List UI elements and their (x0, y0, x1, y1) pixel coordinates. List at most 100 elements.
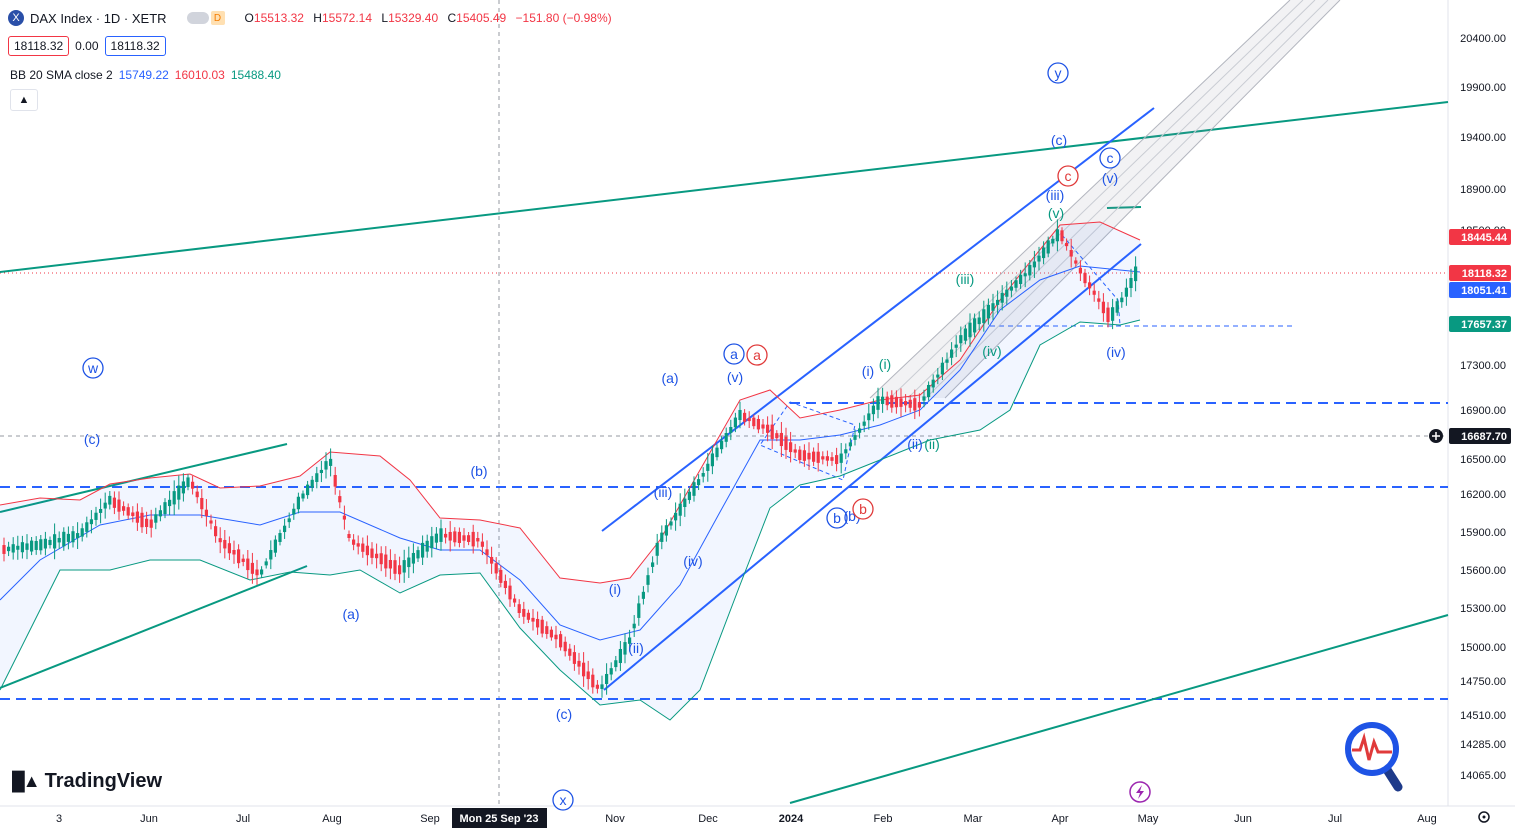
settings-gear-icon[interactable] (1478, 811, 1490, 823)
candle-body (825, 456, 829, 461)
sell-button[interactable]: 18118.32 (8, 36, 70, 56)
ohlc-open: 15513.32 (253, 11, 304, 25)
candle-body (733, 417, 737, 428)
candle-body (430, 536, 434, 549)
candle-body (867, 413, 871, 421)
candle-body (692, 482, 696, 496)
candle-body (871, 405, 875, 415)
candle-body (973, 318, 977, 333)
candle-body (931, 379, 935, 388)
candle-body (398, 565, 402, 575)
green-short-segment[interactable] (1106, 206, 1142, 209)
candle-body (99, 508, 103, 513)
crosshair-plus-icon[interactable] (1429, 429, 1443, 443)
indicator-legend[interactable]: BB 20 SMA close 2 15749.22 16010.03 1548… (10, 68, 281, 82)
candle-body (283, 525, 287, 533)
candle-body (80, 528, 84, 537)
candle-body (963, 328, 967, 341)
event-lightning-icon[interactable] (1129, 781, 1151, 803)
candle-body (416, 550, 420, 559)
candle-body (1129, 278, 1133, 288)
green-trendline-lower[interactable] (789, 614, 1449, 804)
green-channel-bottom-left[interactable] (0, 565, 308, 689)
crosshair-date-label: Mon 25 Sep '23 (459, 813, 538, 825)
tradingview-logo: █▲ TradingView (12, 770, 162, 793)
candle-body (1074, 260, 1078, 264)
candle-body (991, 303, 995, 311)
wave-label: c (1065, 168, 1072, 184)
session-toggle[interactable]: D (186, 11, 225, 25)
ohlc-high-key: H (313, 11, 322, 25)
wave-label: (iv) (982, 343, 1001, 359)
trade-buttons: 18118.32 0.00 18118.32 (8, 36, 166, 56)
toggle-switch-icon[interactable] (186, 12, 209, 24)
candle-body (986, 304, 990, 319)
symbol-flag-icon[interactable]: X (8, 10, 24, 26)
candle-body (204, 509, 208, 516)
candle-body (1134, 266, 1138, 282)
candle-body (637, 603, 641, 618)
forecast-channel[interactable] (869, 0, 1341, 399)
candle-body (1046, 240, 1050, 254)
candle-body (862, 421, 866, 426)
candle-body (1069, 250, 1073, 257)
buy-button[interactable]: 18118.32 (104, 36, 166, 56)
candle-body (839, 453, 843, 463)
blue-channel-lower[interactable] (603, 243, 1142, 691)
wave-label-circle (746, 344, 768, 366)
candle-body (365, 545, 369, 556)
candle-body (1083, 272, 1087, 284)
wave-label: (iv) (683, 553, 702, 569)
candle-body (1120, 297, 1124, 303)
price-label-box (1449, 282, 1511, 298)
green-trendline-upper[interactable] (0, 101, 1449, 273)
wave-label: (iii) (956, 271, 975, 287)
candle-body (20, 542, 24, 553)
candle-body (701, 472, 705, 477)
candle-body (71, 531, 75, 543)
candle-body (614, 660, 618, 668)
candle-body (1000, 292, 1004, 303)
price-label-text: 18051.41 (1461, 285, 1507, 297)
candle-body (250, 562, 254, 574)
candle-body (462, 535, 466, 541)
time-tick-label: Apr (1051, 813, 1068, 825)
wave-label-circle (852, 498, 874, 520)
symbol-title[interactable]: DAX Index · 1D · XETR (30, 10, 167, 26)
candle-body (76, 533, 80, 539)
candle-body (356, 543, 360, 547)
candle-body (108, 495, 112, 505)
candle-body (278, 533, 282, 542)
wave-label: (c) (84, 431, 100, 447)
collapse-legend-button[interactable]: ▲ (10, 89, 38, 111)
time-axis[interactable]: 3 Jun Jul Aug Sep Mon 25 Sep '23 Nov Dec 2024 Feb… (56, 808, 1437, 828)
candle-body (894, 396, 898, 408)
candle-body (977, 317, 981, 325)
wave-label: (v) (727, 369, 743, 385)
ohlc-close-key: C (447, 11, 457, 25)
candle-body (315, 473, 319, 482)
wave-label: (i) (879, 356, 891, 372)
price-label-text: 17657.37 (1461, 319, 1507, 331)
candle-body (646, 575, 650, 585)
candle-body (209, 520, 213, 524)
price-tick-label: 14750.00 (1460, 676, 1506, 688)
price-labels: 18445.44 18118.32 18051.41 17657.37 16687.70 (1449, 229, 1511, 444)
candle-body (490, 556, 494, 564)
candle-body (996, 299, 1000, 305)
candle-body (223, 539, 227, 549)
wave-label-circle (552, 789, 574, 811)
candle-body (1097, 298, 1101, 302)
candle-body (1014, 280, 1018, 288)
candle-body (609, 668, 613, 675)
time-tick-label: 2024 (779, 813, 804, 825)
green-channel-top-left[interactable] (0, 443, 288, 513)
indicator-name[interactable]: BB 20 SMA close 2 (10, 68, 113, 82)
price-tick-label: 15000.00 (1460, 642, 1506, 654)
candle-body (927, 384, 931, 398)
wave-label: (iii) (654, 484, 673, 500)
candle-body (122, 506, 126, 511)
price-axis[interactable]: 20400.0019900.0019400.0018900.0018500.00… (1460, 33, 1506, 782)
time-tick-label: Aug (1417, 813, 1437, 825)
